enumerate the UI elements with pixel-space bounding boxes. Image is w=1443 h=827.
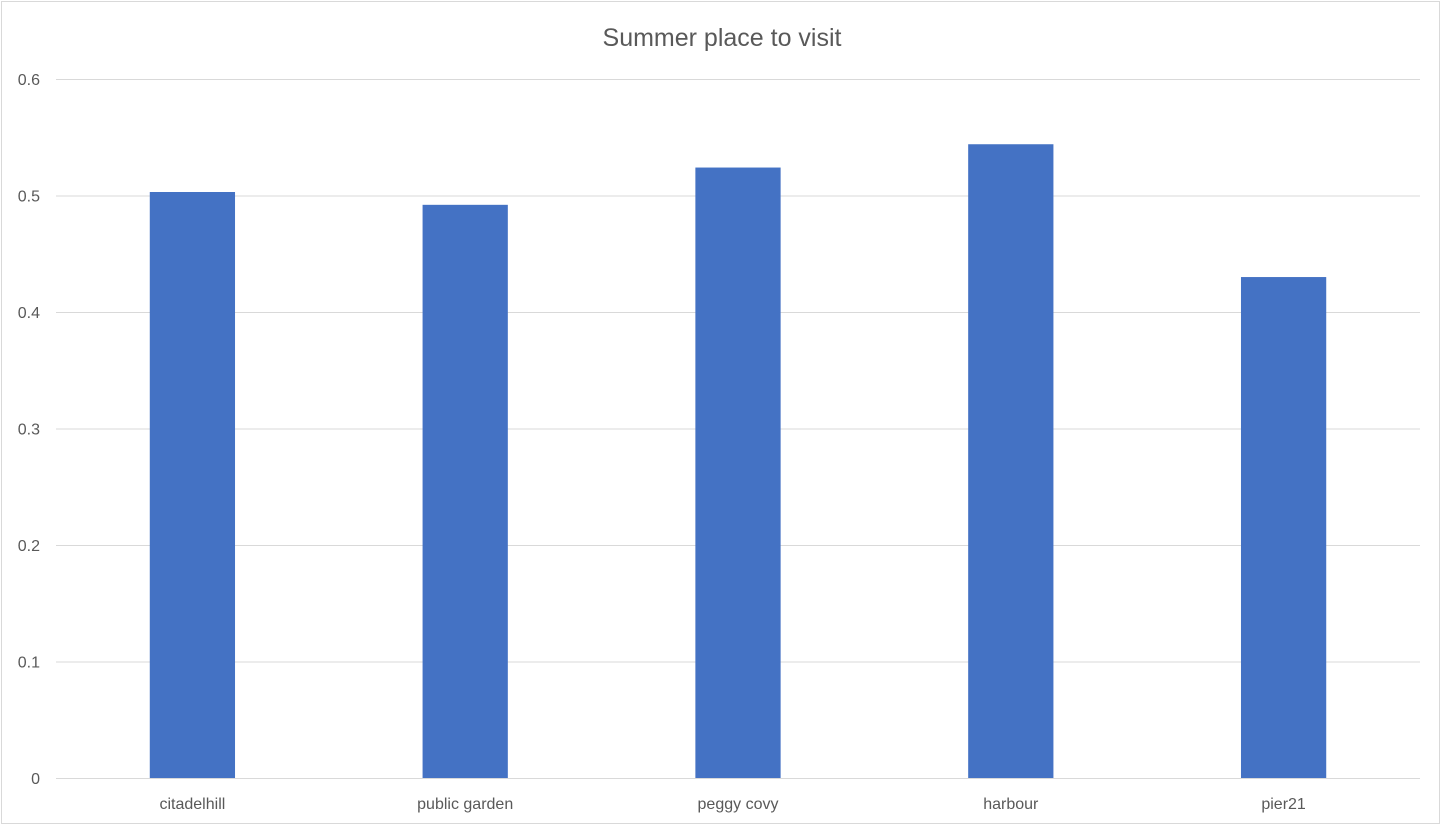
bar-harbour [968, 144, 1054, 779]
x-tick-label: public garden [417, 796, 513, 813]
y-tick-label: 0.6 [18, 72, 40, 89]
bar-peggy-covy [695, 167, 781, 779]
y-tick-label: 0.1 [18, 655, 40, 672]
y-tick-label: 0.4 [18, 305, 40, 322]
y-tick-label: 0.3 [18, 422, 40, 439]
y-tick-label: 0 [31, 771, 40, 788]
x-tick-label: harbour [983, 796, 1039, 813]
bar-pier21 [1240, 277, 1327, 778]
x-tick-label: citadelhill [159, 796, 225, 813]
x-tick-label: peggy covy [698, 796, 779, 813]
y-tick-label: 0.2 [18, 538, 40, 555]
x-tick-label: pier21 [1261, 796, 1306, 813]
bars [149, 144, 1327, 779]
chart-title: Summer place to visit [603, 24, 842, 52]
y-tick-label: 0.5 [18, 189, 40, 206]
x-axis-tick-labels: citadelhill public garden peggy covy harbou… [159, 796, 1305, 813]
y-axis-tick-labels: 0 0.1 0.2 0.3 0.4 0.5 0.6 [18, 72, 40, 788]
bar-public-garden [422, 204, 508, 778]
bar-citadelhill [149, 192, 236, 778]
